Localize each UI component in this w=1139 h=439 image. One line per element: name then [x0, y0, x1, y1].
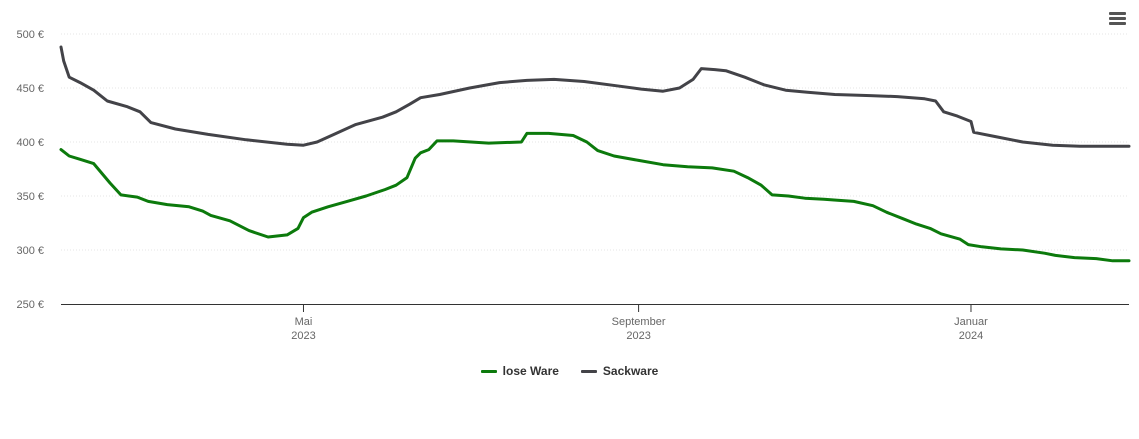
menu-bar-1 — [1108, 12, 1126, 15]
series-layer — [59, 45, 1131, 263]
y-axis: 250 € 300 € 350 € 400 € 450 € 500 € — [16, 29, 44, 311]
chart-legend: lose Ware Sackware — [0, 364, 1139, 378]
y-tick-label: 450 € — [16, 83, 44, 95]
x-axis: Mai 2023 September 2023 Januar 2024 — [61, 304, 1129, 342]
y-tick-label: 500 € — [16, 29, 44, 41]
legend-swatch — [580, 369, 597, 373]
x-tick-year: 2024 — [959, 330, 983, 342]
y-tick-label: 400 € — [16, 137, 44, 149]
legend-item[interactable]: Sackware — [580, 364, 659, 378]
x-tick-year: 2023 — [626, 330, 650, 342]
chart-menu-icon[interactable] — [1105, 10, 1129, 32]
x-tick-year: 2023 — [291, 330, 315, 342]
series-line-lose-ware[interactable] — [59, 131, 1131, 263]
x-tick-month: Mai — [295, 316, 313, 328]
grid-layer — [61, 33, 1129, 251]
menu-bar-2 — [1108, 17, 1126, 20]
x-tick-month: September — [612, 316, 666, 328]
y-tick-label: 250 € — [16, 299, 44, 311]
legend-swatch — [480, 369, 497, 373]
legend-label: lose Ware — [502, 364, 559, 378]
y-tick-label: 350 € — [16, 191, 44, 203]
series-line-sackware[interactable] — [59, 45, 1131, 148]
x-tick-month: Januar — [954, 316, 988, 328]
menu-bar-3 — [1108, 22, 1126, 25]
legend-label: Sackware — [602, 364, 659, 378]
y-tick-label: 300 € — [16, 245, 44, 257]
legend-item[interactable]: lose Ware — [480, 364, 559, 378]
